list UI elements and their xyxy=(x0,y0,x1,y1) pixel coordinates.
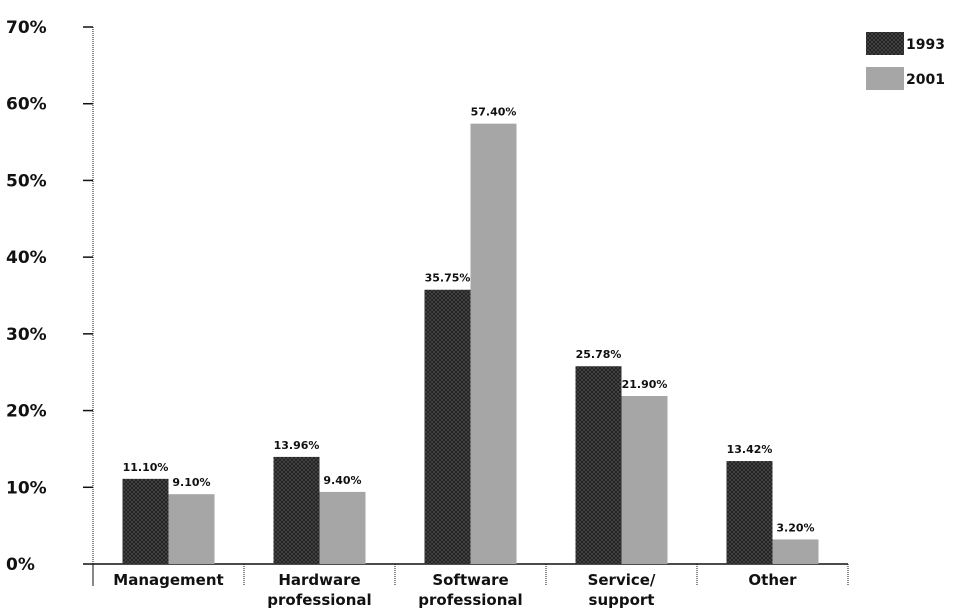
bar-1993-1 xyxy=(273,456,320,564)
legend-swatch-1993 xyxy=(866,32,904,55)
data-label: 9.40% xyxy=(323,474,361,487)
bar-2001-0 xyxy=(168,494,215,564)
bar-2001-2 xyxy=(470,123,517,564)
y-tick-label: 10% xyxy=(6,478,47,498)
x-category-label: Hardware xyxy=(278,571,360,589)
data-label: 11.10% xyxy=(123,461,169,474)
x-category-label: Software xyxy=(432,571,508,589)
data-label: 35.75% xyxy=(425,272,471,285)
legend-swatch-2001 xyxy=(866,67,904,90)
bar-1993-2 xyxy=(424,289,471,564)
x-axis-ticks: Management Hardware professional Software pr… xyxy=(92,564,849,609)
y-tick-label: 0% xyxy=(6,555,35,575)
bar-1993-4 xyxy=(726,461,773,564)
data-label: 13.42% xyxy=(727,443,773,456)
x-category-label: support xyxy=(589,591,655,609)
bar-1993-0 xyxy=(122,478,169,564)
legend-label: 2001 xyxy=(906,72,945,88)
bar-2001-3 xyxy=(621,395,668,564)
bar-1993-3 xyxy=(575,366,622,564)
x-category-label: Service/ xyxy=(588,571,656,589)
bars xyxy=(122,123,819,564)
y-tick-label: 20% xyxy=(6,402,47,422)
x-category-label: professional xyxy=(418,591,522,609)
x-category-label: Management xyxy=(113,571,223,589)
data-label: 9.10% xyxy=(172,476,210,489)
y-tick-label: 60% xyxy=(6,95,47,115)
data-label: 57.40% xyxy=(471,106,517,119)
y-axis-ticks: 0% 10% 20% 30% 40% 50% 60% 70% xyxy=(6,18,93,575)
y-tick-label: 30% xyxy=(6,325,47,345)
x-category-label: professional xyxy=(267,591,371,609)
y-tick-label: 70% xyxy=(6,18,47,38)
bar-2001-4 xyxy=(772,539,819,564)
data-labels: 11.10%9.10% 13.96% 9.40% 35.75% 57.40% 25.78%… xyxy=(123,106,815,535)
y-tick-label: 50% xyxy=(6,171,47,191)
data-label: 21.90% xyxy=(622,378,668,391)
legend-label: 1993 xyxy=(906,37,945,53)
data-label: 3.20% xyxy=(776,521,814,534)
bar-2001-1 xyxy=(319,491,366,564)
data-label: 13.96% xyxy=(274,439,320,452)
y-tick-label: 40% xyxy=(6,248,47,268)
x-category-label: Other xyxy=(748,571,797,589)
legend: 1993 2001 xyxy=(866,32,945,90)
data-label: 25.78% xyxy=(576,348,622,361)
